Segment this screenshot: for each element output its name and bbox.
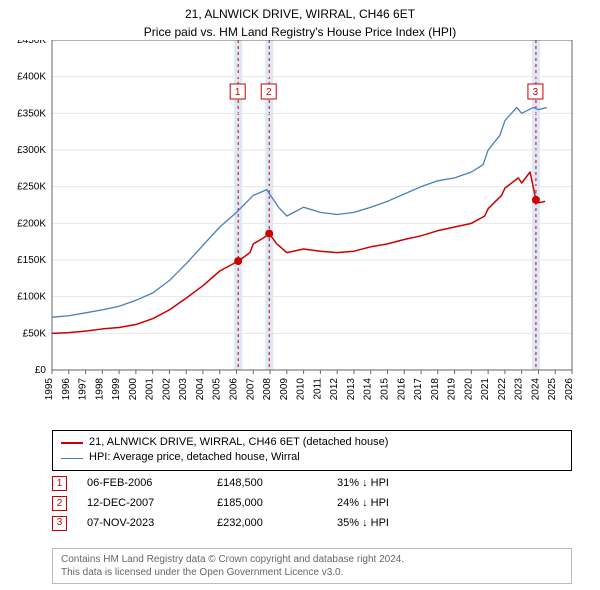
svg-text:2017: 2017 (413, 378, 424, 401)
svg-text:2019: 2019 (447, 378, 458, 401)
legend-swatch-red (61, 442, 83, 444)
svg-text:£400K: £400K (17, 72, 46, 83)
chart-subtitle: Price paid vs. HM Land Registry's House … (0, 24, 600, 41)
svg-text:£250K: £250K (17, 182, 46, 193)
svg-text:2026: 2026 (564, 378, 575, 401)
svg-text:£450K: £450K (17, 40, 46, 46)
svg-text:1: 1 (235, 87, 241, 98)
svg-text:£350K: £350K (17, 108, 46, 119)
legend-label-blue: HPI: Average price, detached house, Wirr… (89, 450, 300, 465)
svg-text:£50K: £50K (23, 328, 47, 339)
svg-text:2002: 2002 (161, 378, 172, 401)
legend-row-red: 21, ALNWICK DRIVE, WIRRAL, CH46 6ET (det… (61, 435, 563, 450)
license-box: Contains HM Land Registry data © Crown c… (52, 548, 572, 584)
legend-swatch-blue (61, 458, 83, 459)
marker-price-3: £232,000 (217, 514, 317, 534)
svg-text:2008: 2008 (262, 378, 273, 401)
marker-date-2: 12-DEC-2007 (87, 494, 197, 514)
marker-date-1: 06-FEB-2006 (87, 474, 197, 494)
svg-text:1995: 1995 (44, 378, 55, 401)
svg-text:2014: 2014 (363, 378, 374, 401)
svg-text:2023: 2023 (514, 378, 525, 401)
svg-text:£0: £0 (35, 365, 47, 376)
chart-area: £0 £50K £100K £150K £200K £250K £300K £350K £400… (0, 40, 600, 420)
svg-text:2: 2 (266, 87, 272, 98)
marker-price-2: £185,000 (217, 494, 317, 514)
marker-delta-2: 24% ↓ HPI (337, 494, 457, 514)
svg-text:2005: 2005 (212, 378, 223, 401)
svg-text:2004: 2004 (195, 378, 206, 401)
svg-text:£100K: £100K (17, 292, 46, 303)
markers-table: 1 06-FEB-2006 £148,500 31% ↓ HPI 2 12-DE… (52, 474, 572, 533)
svg-text:2022: 2022 (497, 378, 508, 401)
svg-text:2016: 2016 (396, 378, 407, 401)
svg-text:2020: 2020 (463, 378, 474, 401)
marker-badge-2: 2 (52, 496, 67, 511)
license-line-1: Contains HM Land Registry data © Crown c… (61, 553, 563, 566)
svg-text:£200K: £200K (17, 218, 46, 229)
svg-text:2000: 2000 (128, 378, 139, 401)
svg-text:1998: 1998 (94, 378, 105, 401)
legend-label-red: 21, ALNWICK DRIVE, WIRRAL, CH46 6ET (det… (89, 435, 388, 450)
svg-text:2010: 2010 (296, 378, 307, 401)
svg-text:2006: 2006 (229, 378, 240, 401)
marker-delta-1: 31% ↓ HPI (337, 474, 457, 494)
svg-text:2025: 2025 (547, 378, 558, 401)
svg-text:3: 3 (533, 87, 539, 98)
marker-delta-3: 35% ↓ HPI (337, 514, 457, 534)
svg-text:2018: 2018 (430, 378, 441, 401)
svg-text:2007: 2007 (245, 378, 256, 401)
svg-text:2015: 2015 (379, 378, 390, 401)
legend-box: 21, ALNWICK DRIVE, WIRRAL, CH46 6ET (det… (52, 430, 572, 471)
svg-text:£150K: £150K (17, 255, 46, 266)
svg-text:£300K: £300K (17, 145, 46, 156)
marker-date-3: 07-NOV-2023 (87, 514, 197, 534)
marker-badge-1: 1 (52, 476, 67, 491)
license-line-2: This data is licensed under the Open Gov… (61, 566, 563, 579)
marker-row-3: 3 07-NOV-2023 £232,000 35% ↓ HPI (52, 514, 572, 534)
svg-text:2024: 2024 (530, 378, 541, 401)
svg-text:2011: 2011 (312, 378, 323, 400)
svg-text:1999: 1999 (111, 378, 122, 401)
marker-row-1: 1 06-FEB-2006 £148,500 31% ↓ HPI (52, 474, 572, 494)
svg-text:1997: 1997 (78, 378, 89, 401)
marker-price-1: £148,500 (217, 474, 317, 494)
svg-text:2012: 2012 (329, 378, 340, 401)
svg-text:2021: 2021 (480, 378, 491, 401)
legend-row-blue: HPI: Average price, detached house, Wirr… (61, 450, 563, 465)
svg-text:2009: 2009 (279, 378, 290, 401)
chart-title: 21, ALNWICK DRIVE, WIRRAL, CH46 6ET (0, 6, 600, 23)
svg-text:2013: 2013 (346, 378, 357, 401)
chart-svg: £0 £50K £100K £150K £200K £250K £300K £350K £400… (0, 40, 600, 420)
svg-text:2001: 2001 (145, 378, 156, 401)
svg-text:2003: 2003 (178, 378, 189, 401)
marker-badge-3: 3 (52, 516, 67, 531)
svg-text:1996: 1996 (61, 378, 72, 401)
marker-row-2: 2 12-DEC-2007 £185,000 24% ↓ HPI (52, 494, 572, 514)
